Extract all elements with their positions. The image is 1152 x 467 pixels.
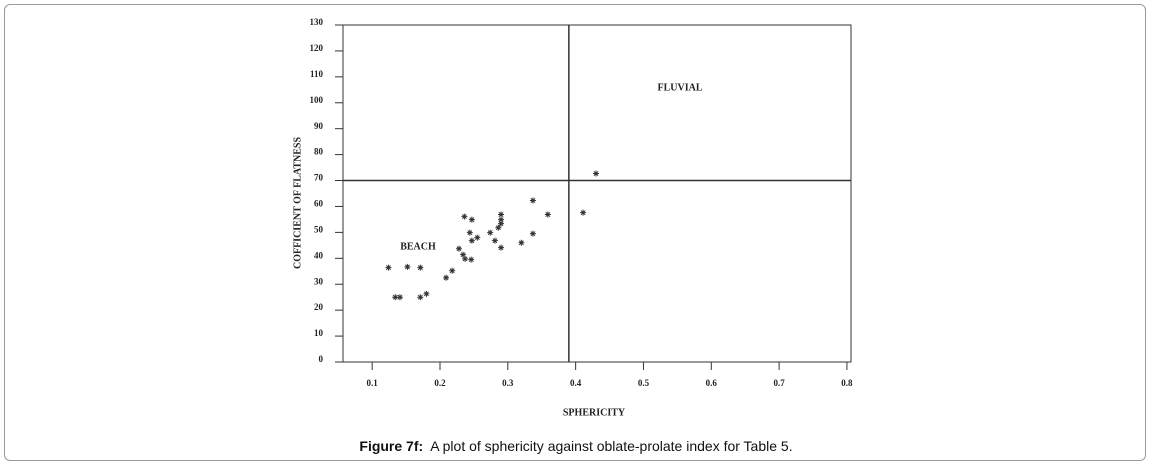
y-tick-label: 10 xyxy=(314,328,324,338)
point xyxy=(498,211,505,218)
point xyxy=(498,220,505,227)
plot-frame xyxy=(342,24,852,363)
y-tick-label: 70 xyxy=(314,173,324,183)
caption: Figure 7f: A plot of sphericity against … xyxy=(0,438,1152,454)
point xyxy=(392,294,399,301)
x-tick-label: 0.4 xyxy=(570,378,582,388)
y-tick-label: 130 xyxy=(310,17,324,27)
point xyxy=(580,209,587,216)
x-tick-label: 0.2 xyxy=(434,378,446,388)
y-tick-label: 80 xyxy=(314,147,324,157)
y-tick-label: 100 xyxy=(310,95,324,105)
x-tick-label: 0.3 xyxy=(502,378,514,388)
point xyxy=(455,245,462,252)
y-tick-label: 60 xyxy=(314,199,324,209)
figure-frame xyxy=(4,4,1146,461)
point xyxy=(417,264,424,271)
point xyxy=(498,216,505,223)
y-tick-label: 30 xyxy=(314,276,324,286)
y-tick-label: 0 xyxy=(319,354,324,364)
caption-label: Figure 7f: xyxy=(359,438,424,454)
point xyxy=(417,294,424,301)
caption-text: A plot of sphericity against oblate-prol… xyxy=(430,438,793,454)
point xyxy=(443,274,450,281)
y-tick-label: 50 xyxy=(314,224,324,234)
point xyxy=(461,213,468,220)
x-tick-label: 0.6 xyxy=(706,378,718,388)
point xyxy=(423,290,430,297)
point xyxy=(592,170,599,177)
point xyxy=(466,229,473,236)
point xyxy=(498,244,505,251)
x-tick-label: 0.7 xyxy=(773,378,785,388)
y-tick-label: 110 xyxy=(310,69,324,79)
point xyxy=(544,211,551,218)
y-tick-label: 90 xyxy=(314,121,324,131)
y-tick-label: 40 xyxy=(314,250,324,260)
point xyxy=(495,224,502,231)
y-tick-label: 120 xyxy=(310,43,324,53)
x-tick-label: 0.8 xyxy=(841,378,853,388)
y-axis-label: COFFICIENT OF FLATNESS xyxy=(292,137,303,269)
point xyxy=(491,237,498,244)
annotation: BEACH xyxy=(400,241,436,252)
point xyxy=(449,267,456,274)
x-tick-label: 0.1 xyxy=(367,378,379,388)
point xyxy=(404,263,411,270)
point xyxy=(529,197,536,204)
y-tick-label: 20 xyxy=(314,302,324,312)
annotation: FLUVIAL xyxy=(657,82,702,93)
point xyxy=(385,264,392,271)
point xyxy=(487,229,494,236)
point xyxy=(468,216,475,223)
x-tick-label: 0.5 xyxy=(638,378,650,388)
point xyxy=(462,255,469,262)
point xyxy=(529,230,536,237)
point xyxy=(468,237,475,244)
point xyxy=(518,239,525,246)
x-axis-label: SPHERICITY xyxy=(563,407,626,418)
point xyxy=(474,234,481,241)
point xyxy=(396,294,403,301)
point xyxy=(468,256,475,263)
point xyxy=(460,251,467,258)
